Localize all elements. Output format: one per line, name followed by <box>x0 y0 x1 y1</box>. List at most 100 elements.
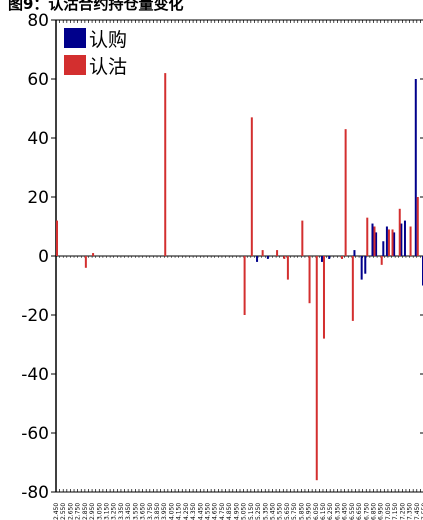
x-tick-label: 7.050 <box>385 503 392 520</box>
x-tick-label: 4.550 <box>205 503 212 520</box>
x-tick-label: 7.250 <box>399 503 406 520</box>
bar-put <box>351 256 354 321</box>
bar-call <box>256 256 259 262</box>
x-tick-label: 6.850 <box>370 503 377 520</box>
bar-call <box>328 256 331 259</box>
x-tick-label: 4.050 <box>168 503 175 520</box>
bar-put <box>366 217 369 256</box>
x-tick-label: 5.750 <box>291 503 298 520</box>
bar-call <box>353 250 356 256</box>
x-tick-label: 6.650 <box>356 503 363 520</box>
y-tick-label: -60 <box>21 424 49 444</box>
x-tick-label: 7.350 <box>407 503 414 520</box>
y-tick-label: 20 <box>27 188 49 208</box>
x-tick-label: 6.250 <box>327 503 334 520</box>
x-tick-label: 2.650 <box>67 503 74 520</box>
x-tick-label: 3.450 <box>125 503 132 520</box>
bar-call <box>393 232 396 256</box>
x-tick-label: 4.850 <box>226 503 233 520</box>
x-tick-label: 3.350 <box>118 503 125 520</box>
bar-call <box>382 241 385 256</box>
x-tick-label: 2.950 <box>89 503 96 520</box>
y-tick-label: -40 <box>21 365 49 385</box>
x-tick-label: 7.150 <box>392 503 399 520</box>
bar-call <box>371 223 374 256</box>
x-tick-label: 6.550 <box>349 503 356 520</box>
x-tick-label: 4.150 <box>176 503 183 520</box>
bar-put <box>92 253 95 256</box>
x-tick-label: 5.850 <box>298 503 305 520</box>
x-tick-label: 3.850 <box>154 503 161 520</box>
x-tick-label: 5.050 <box>241 503 248 520</box>
x-tick-label: 7.450 <box>414 503 421 520</box>
bar-put <box>322 256 325 339</box>
bar-put <box>164 73 167 256</box>
y-tick-label: -20 <box>21 306 49 326</box>
x-tick-label: 5.150 <box>248 503 255 520</box>
bar-call <box>320 256 323 262</box>
x-tick-label: 6.950 <box>378 503 385 520</box>
bar-put <box>409 226 412 256</box>
chart-title: 图9：认沽合约持仓量变化 <box>8 0 184 13</box>
x-tick-label: 6.350 <box>334 503 341 520</box>
bar-put <box>261 250 264 256</box>
bar-put <box>301 220 304 256</box>
y-tick-label: 40 <box>27 129 49 149</box>
y-tick-label: -80 <box>21 483 49 503</box>
bar-put <box>276 250 279 256</box>
bar-call <box>375 232 378 256</box>
x-tick-label: 5.350 <box>262 503 269 520</box>
bar-put <box>286 256 289 280</box>
x-tick-label: 6.750 <box>363 503 370 520</box>
legend-label: 认购 <box>89 29 127 51</box>
x-tick-label: 5.550 <box>277 503 284 520</box>
x-tick-label: 6.050 <box>313 503 320 520</box>
bar-call <box>400 223 403 256</box>
x-tick-label: 5.950 <box>306 503 313 520</box>
x-tick-label: 4.650 <box>212 503 219 520</box>
bar-put <box>398 208 401 256</box>
bar-put <box>283 256 286 259</box>
x-tick-label: 4.750 <box>219 503 226 520</box>
x-tick-label: 5.250 <box>255 503 262 520</box>
x-tick-label: 3.650 <box>140 503 147 520</box>
legend-swatch <box>64 28 86 48</box>
x-tick-label: 3.250 <box>111 503 118 520</box>
x-tick-label: 6.150 <box>320 503 327 520</box>
bar-put <box>391 229 394 256</box>
y-tick-label: 60 <box>27 70 49 90</box>
bar-put <box>344 129 347 256</box>
bar-put <box>56 220 58 256</box>
y-tick-label: 0 <box>38 247 49 267</box>
bar-call <box>414 79 417 256</box>
legend-label: 认沽 <box>89 56 127 78</box>
bar-call <box>364 256 367 274</box>
bar-call <box>385 226 388 256</box>
x-tick-label: 4.950 <box>233 503 240 520</box>
x-tick-label: 3.050 <box>96 503 103 520</box>
bar-call <box>360 256 363 280</box>
x-tick-label: 5.650 <box>284 503 291 520</box>
x-tick-label: 2.850 <box>82 503 89 520</box>
bar-put <box>250 117 253 256</box>
bar-put <box>308 256 311 304</box>
bar-put <box>315 256 318 481</box>
bar-put <box>416 197 419 256</box>
x-tick-label: 3.750 <box>147 503 154 520</box>
x-tick-label: 4.350 <box>190 503 197 520</box>
bar-put <box>373 226 376 256</box>
x-tick-label: 2.750 <box>75 503 82 520</box>
x-tick-label: 7.550 <box>421 503 423 520</box>
bar-put <box>380 256 383 265</box>
x-tick-label: 3.950 <box>161 503 168 520</box>
x-tick-label: 3.550 <box>132 503 139 520</box>
x-tick-label: 2.550 <box>60 503 67 520</box>
x-tick-label: 5.450 <box>269 503 276 520</box>
x-tick-label: 4.250 <box>183 503 190 520</box>
bar-call <box>403 220 406 256</box>
legend-swatch <box>64 55 86 75</box>
bar-put <box>341 256 344 259</box>
bar-call <box>266 256 269 259</box>
bar-put <box>387 229 390 256</box>
